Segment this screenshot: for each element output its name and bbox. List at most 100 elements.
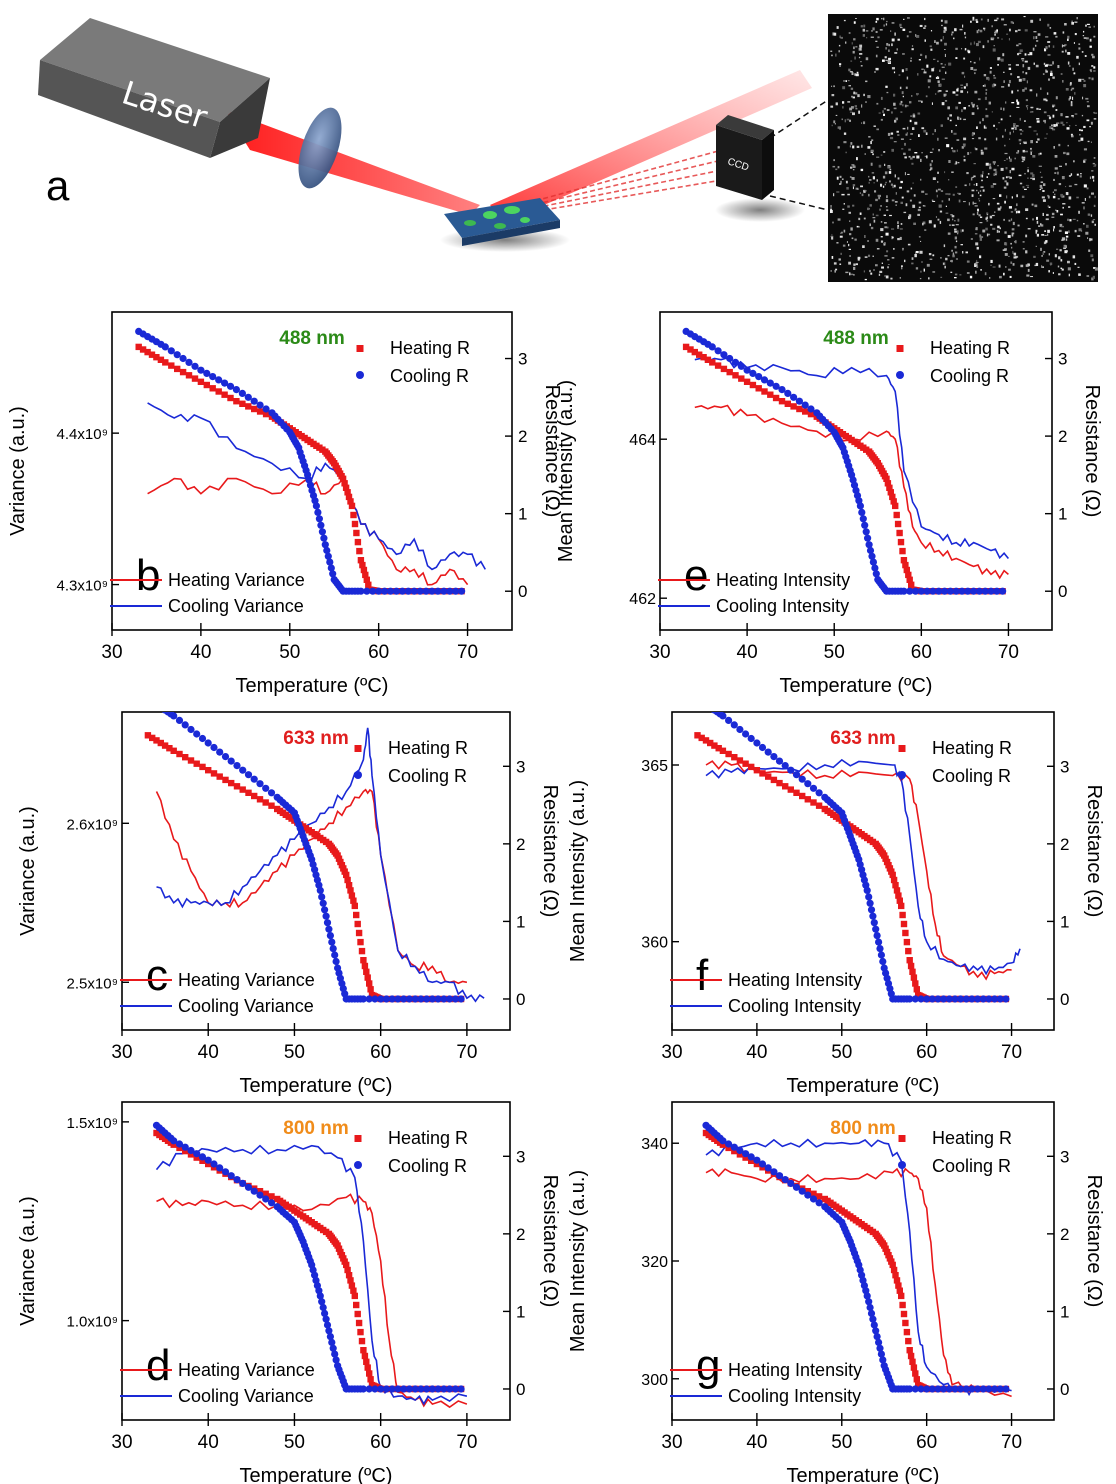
speckle-dot <box>870 149 874 153</box>
speckle-dot <box>944 171 946 174</box>
heating-r-point <box>893 887 901 894</box>
heating-r-point <box>810 1190 817 1197</box>
speckle-dot <box>987 233 991 236</box>
speckle-dot <box>982 171 984 175</box>
speckle-dot <box>838 258 841 261</box>
speckle-dot <box>835 114 838 116</box>
speckle-dot <box>991 214 995 217</box>
speckle-dot <box>1070 89 1073 91</box>
heating-r-point <box>363 1358 370 1365</box>
speckle-dot <box>988 77 990 81</box>
cooling-r-point <box>753 739 761 747</box>
speckle-dot <box>970 238 973 240</box>
wavelength-label: 633 nm <box>283 728 348 749</box>
cooling-r-point <box>753 1156 761 1164</box>
legend-cooling-r-marker <box>354 771 362 779</box>
speckle-dot <box>1052 272 1054 274</box>
heating-r-point <box>215 388 222 395</box>
speckle-dot <box>941 66 945 68</box>
speckle-dot <box>1090 69 1092 73</box>
cooling-r-point <box>321 1309 329 1317</box>
speckle-dot <box>883 17 885 21</box>
speckle-dot <box>1016 203 1018 207</box>
speckle-dot <box>845 271 849 274</box>
cooling-r-point <box>314 508 322 516</box>
speckle-dot <box>1083 223 1085 225</box>
speckle-dot <box>1003 71 1005 73</box>
speckle-dot <box>868 175 870 178</box>
speckle-dot <box>1055 109 1058 111</box>
speckle-dot <box>852 165 856 168</box>
speckle-dot <box>906 132 908 135</box>
speckle-dot <box>961 146 964 149</box>
speckle-dot <box>951 130 953 133</box>
speckle-dot <box>1066 250 1068 253</box>
speckle-dot <box>1078 62 1080 66</box>
speckle-dot <box>1059 249 1062 252</box>
speckle-dot <box>989 70 992 74</box>
speckle-dot <box>853 274 855 276</box>
speckle-dot <box>1067 52 1071 55</box>
cooling-r-point <box>865 893 873 901</box>
speckle-dot <box>988 101 991 105</box>
speckle-dot <box>1092 275 1095 279</box>
speckle-dot <box>976 189 978 192</box>
speckle-dot <box>963 118 966 121</box>
heating-r-point <box>364 974 371 981</box>
speckle-dot <box>884 163 886 166</box>
cooling-r-point <box>951 1385 959 1393</box>
cooling-r-point <box>394 1385 402 1393</box>
speckle-dot <box>851 72 854 75</box>
speckle-dot <box>1093 157 1096 159</box>
heating-r-point <box>892 1272 899 1279</box>
legend-heating-r: Heating R <box>388 1128 468 1148</box>
speckle-dot <box>992 227 996 230</box>
speckle-dot <box>855 108 858 110</box>
speckle-dot <box>1012 250 1014 254</box>
speckle-dot <box>1022 158 1026 161</box>
speckle-dot <box>876 46 879 48</box>
heating-r-point <box>905 1337 912 1345</box>
speckle-dot <box>1093 35 1096 38</box>
speckle-dot <box>830 270 832 272</box>
speckle-dot <box>954 28 957 32</box>
heating-r-point <box>883 475 890 482</box>
speckle-dot <box>934 40 936 43</box>
speckle-dot <box>939 220 942 224</box>
legend-cooling-left: Cooling Intensity <box>728 996 861 1016</box>
speckle-dot <box>1092 219 1096 221</box>
speckle-dot <box>855 187 859 190</box>
speckle-dot <box>849 145 851 148</box>
speckle-dot <box>989 166 992 170</box>
speckle-dot <box>1043 119 1046 122</box>
speckle-dot <box>1024 173 1026 175</box>
speckle-dot <box>889 136 894 140</box>
speckle-dot <box>1011 232 1015 235</box>
cooling-r-point <box>725 716 733 725</box>
speckle-dot <box>884 255 888 257</box>
speckle-dot <box>997 64 999 66</box>
heating-r-point <box>888 1258 895 1265</box>
cooling-r-point <box>725 1140 733 1148</box>
speckle-dot <box>937 137 939 141</box>
cooling-r-point <box>877 951 886 959</box>
speckle-dot <box>896 130 899 133</box>
heating-r-point <box>804 1188 811 1195</box>
speckle-dot <box>1004 200 1006 204</box>
speckle-dot <box>984 28 986 31</box>
speckle-dot <box>843 132 847 135</box>
heating-r-point <box>256 408 264 415</box>
heating-r-point <box>343 871 350 879</box>
speckle-dot <box>1054 189 1057 192</box>
y2-tick-label: 2 <box>1060 835 1069 854</box>
cooling-r-point <box>869 1315 877 1323</box>
speckle-dot <box>915 34 917 37</box>
speckle-dot <box>1080 129 1083 132</box>
speckle-dot <box>880 236 883 238</box>
speckle-dot <box>887 266 889 269</box>
heating-r-point <box>687 346 694 353</box>
cooling-r-point <box>400 995 408 1003</box>
speckle-dot <box>847 80 850 82</box>
speckle-dot <box>987 18 989 22</box>
